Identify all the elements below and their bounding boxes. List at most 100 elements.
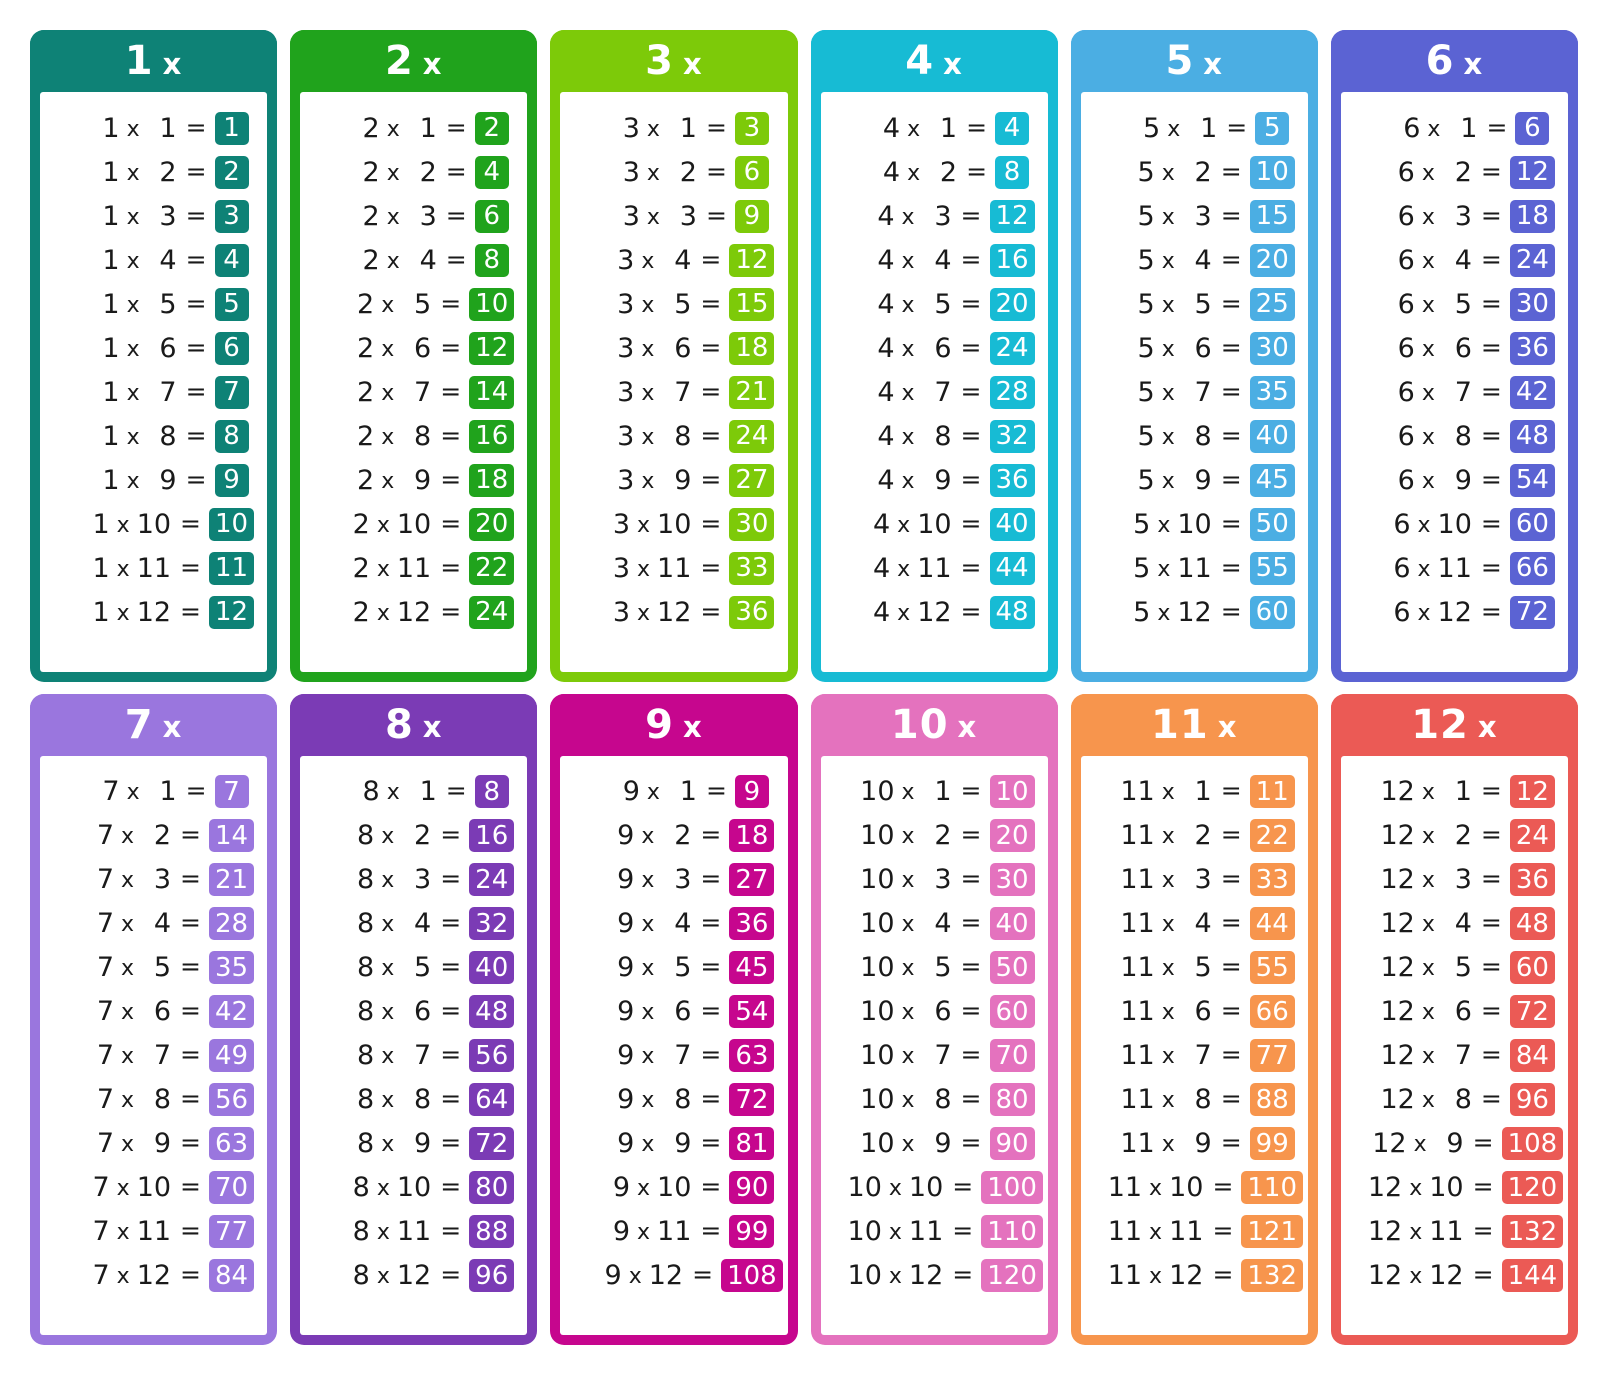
equation-row: 4 x 3 = 12 (821, 194, 1048, 238)
equation-row: 2 x 2 = 4 (300, 150, 527, 194)
equation-row: 7 x 9 = 63 (40, 1122, 267, 1166)
equation-operand-b: 11 (917, 552, 952, 584)
equation-operand-b: 7 (153, 1040, 172, 1071)
product-badge: 90 (989, 1127, 1035, 1160)
equals-symbol: = (700, 288, 722, 318)
equation-operand-b: 11 (1177, 552, 1212, 584)
equation-operand-a: 5 (1143, 112, 1161, 144)
equation-row: 7 x 8 = 56 (40, 1078, 267, 1122)
equation-operand-b: 3 (419, 200, 437, 232)
equals-symbol: = (180, 864, 201, 893)
product-badge: 6 (1515, 111, 1550, 145)
equation-operand-a: 11 (1120, 1128, 1155, 1159)
product-badge: 14 (209, 819, 255, 852)
equation-operand-a: 3 (617, 332, 635, 364)
equals-symbol: = (1480, 244, 1502, 274)
product-badge: 50 (989, 951, 1035, 984)
table-card-header: 11 x (1070, 693, 1318, 756)
table-header-number: 7 (124, 701, 154, 748)
table-card-body: 11 x 1 = 11 11 x 2 = 22 11 x 3 = 33 11 x 4 = 44 11 x 5 = 55 11 x 6 =… (1080, 755, 1308, 1335)
product-badge: 28 (209, 907, 255, 940)
equation-expression: 2 x 11 (313, 553, 432, 584)
equals-symbol: = (692, 1260, 714, 1289)
equation-operand-a: 8 (352, 1172, 370, 1203)
multiply-symbol: x (637, 1176, 651, 1201)
equation-operand-a: 9 (622, 776, 640, 807)
equation-operand-b: 4 (159, 244, 177, 276)
equals-symbol: = (440, 908, 462, 937)
equals-symbol: = (180, 552, 201, 582)
equation-operand-a: 12 (1367, 1216, 1403, 1247)
equation-expression: 12 x 7 (1354, 1040, 1472, 1071)
product-badge: 24 (729, 419, 775, 453)
equation-operand-a: 6 (1397, 156, 1415, 188)
equation-list: 7 x 1 = 7 7 x 2 = 14 7 x 3 = 21 7 x 4 = 28 7 x 5 = 35 7 x 6 = 42 7 x 7 = 4… (40, 770, 267, 1298)
equation-expression: 12 x 4 (1354, 908, 1472, 939)
equation-operand-b: 10 (1437, 508, 1472, 540)
equals-symbol: = (960, 996, 982, 1025)
equation-list: 11 x 1 = 11 11 x 2 = 22 11 x 3 = 33 11 x 4 = 44 11 x 5 = 55 11 x 6 =… (1081, 770, 1308, 1298)
equation-operand-b: 8 (934, 1084, 952, 1115)
product-badge: 72 (729, 1083, 775, 1116)
product-badge: 36 (729, 907, 775, 940)
product-badge: 50 (1249, 507, 1295, 541)
multiply-symbol: x (1417, 600, 1431, 626)
equation-operand-b: 12 (1169, 1260, 1204, 1291)
equation-operand-b: 2 (1454, 820, 1472, 851)
equals-symbol: = (1472, 1260, 1494, 1289)
equals-symbol: = (440, 376, 462, 406)
multiply-symbol: x (901, 468, 915, 494)
equals-symbol: = (1480, 288, 1502, 318)
equals-symbol: = (180, 596, 201, 626)
equals-symbol: = (960, 908, 982, 937)
equation-row: 2 x 3 = 6 (300, 194, 527, 238)
equation-operand-a: 8 (357, 1128, 375, 1159)
product-badge: 32 (989, 419, 1035, 453)
equation-operand-b: 2 (674, 820, 692, 851)
multiply-symbol: x (641, 1000, 655, 1025)
multiply-symbol: x (1167, 116, 1181, 142)
equation-operand-b: 4 (1454, 244, 1472, 276)
multiply-symbol: x (126, 780, 140, 805)
equation-operand-a: 2 (362, 244, 380, 276)
equation-row: 10 x 10 = 100 (821, 1166, 1048, 1210)
multiply-symbol: x (376, 600, 390, 626)
equals-symbol: = (960, 1084, 982, 1113)
equals-symbol: = (1212, 1260, 1234, 1289)
equation-row: 6 x 2 = 12 (1341, 150, 1568, 194)
equation-operand-a: 9 (617, 1040, 635, 1071)
equation-row: 3 x 7 = 21 (560, 370, 787, 414)
equation-operand-b: 10 (1169, 1172, 1204, 1203)
equation-expression: 9 x 11 (573, 1216, 692, 1247)
equation-operand-b: 8 (1194, 420, 1212, 452)
table-header-number: 3 (645, 38, 674, 84)
equation-operand-b: 11 (1437, 552, 1472, 584)
product-badge: 3 (734, 111, 769, 145)
multiply-symbol: x (1421, 380, 1435, 406)
equation-row: 7 x 12 = 84 (40, 1254, 267, 1298)
equals-symbol: = (440, 508, 462, 538)
product-badge: 42 (209, 995, 255, 1028)
equation-expression: 10 x 10 (825, 1172, 944, 1203)
equation-row: 10 x 4 = 40 (821, 902, 1048, 946)
equals-symbol: = (700, 864, 722, 893)
equals-symbol: = (960, 596, 982, 626)
equals-symbol: = (185, 288, 207, 318)
equation-operand-a: 7 (96, 1084, 115, 1115)
multiply-symbol: x (1421, 780, 1435, 805)
product-badge: 12 (1509, 775, 1555, 808)
equation-operand-a: 10 (860, 1084, 895, 1115)
equation-row: 3 x 10 = 30 (560, 502, 787, 546)
equation-operand-b: 5 (414, 288, 432, 320)
equation-row: 7 x 5 = 35 (40, 946, 267, 990)
equation-operand-a: 5 (1137, 288, 1155, 320)
